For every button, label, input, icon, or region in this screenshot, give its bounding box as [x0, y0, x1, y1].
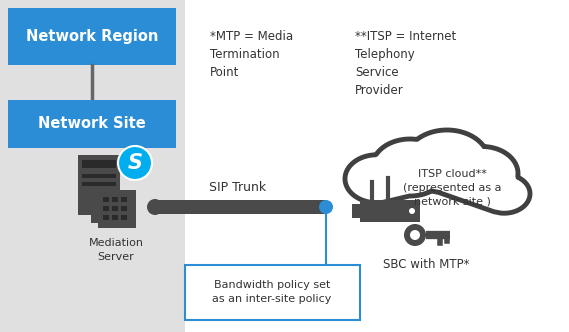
Bar — [8, 8, 176, 65]
Bar — [185, 265, 360, 320]
Bar — [0, 0, 185, 332]
Text: Network Site: Network Site — [38, 117, 146, 131]
Circle shape — [319, 200, 333, 214]
Bar — [82, 174, 116, 178]
Text: ITSP cloud**
(represented as a
network site ): ITSP cloud** (represented as a network s… — [403, 169, 501, 207]
Text: S: S — [127, 153, 142, 173]
Bar — [98, 190, 136, 228]
Bar — [103, 206, 109, 211]
Polygon shape — [345, 130, 530, 213]
Bar — [103, 215, 109, 220]
Text: SIP Trunk: SIP Trunk — [209, 181, 266, 194]
Text: Bandwidth policy set
as an inter-site policy: Bandwidth policy set as an inter-site po… — [212, 280, 332, 304]
Bar — [121, 215, 127, 220]
Text: *MTP = Media
Termination
Point: *MTP = Media Termination Point — [210, 30, 293, 79]
Circle shape — [118, 146, 152, 180]
Text: Network Region: Network Region — [26, 29, 158, 43]
Bar — [8, 100, 176, 148]
Circle shape — [409, 208, 415, 214]
Bar — [103, 197, 109, 202]
Bar — [155, 200, 326, 214]
Bar — [121, 197, 127, 202]
Bar — [78, 155, 120, 215]
Text: SBC with MTP*: SBC with MTP* — [383, 258, 469, 271]
Circle shape — [410, 230, 420, 240]
Bar — [112, 197, 118, 202]
Text: **ITSP = Internet
Telephony
Service
Provider: **ITSP = Internet Telephony Service Prov… — [355, 30, 456, 97]
Bar — [360, 200, 420, 222]
Text: Mediation
Server: Mediation Server — [89, 238, 143, 262]
Bar — [112, 206, 118, 211]
Bar — [91, 195, 100, 223]
Bar — [352, 204, 361, 218]
Circle shape — [404, 224, 426, 246]
Bar — [82, 160, 116, 168]
Bar — [82, 182, 116, 186]
Bar — [112, 215, 118, 220]
Bar — [121, 206, 127, 211]
Ellipse shape — [147, 199, 163, 215]
